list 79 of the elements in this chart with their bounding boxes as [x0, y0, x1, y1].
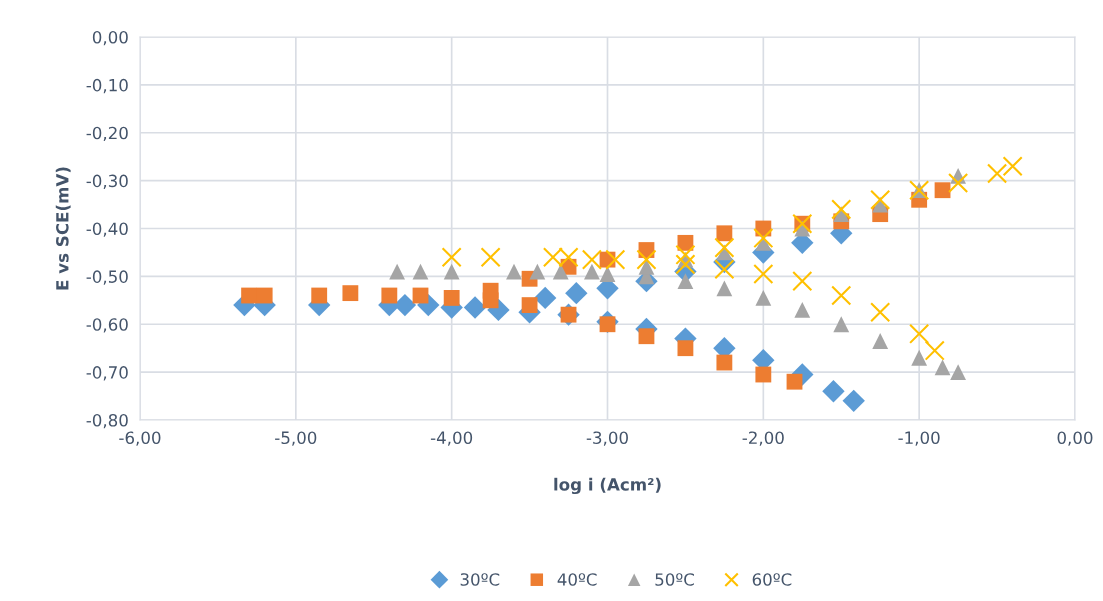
point: [480, 247, 501, 268]
point: [636, 249, 657, 270]
point: [716, 280, 733, 297]
point: [716, 225, 733, 242]
legend-label: 30ºC: [460, 573, 500, 586]
y-tick-label: -0,80: [86, 413, 128, 429]
point: [638, 328, 655, 345]
point: [842, 389, 865, 413]
y-tick-label: -0,20: [86, 126, 128, 142]
point: [948, 172, 969, 194]
point: [822, 380, 845, 403]
point: [755, 290, 772, 306]
point: [412, 287, 429, 304]
point: [833, 316, 850, 333]
point: [1002, 156, 1023, 177]
y-tick-label: 0,00: [92, 30, 128, 46]
point: [599, 266, 616, 282]
y-tick-label: -0,40: [86, 222, 128, 237]
point: [605, 249, 626, 270]
point: [675, 254, 696, 275]
point: [909, 323, 930, 344]
point: [872, 333, 889, 349]
point: [529, 263, 546, 280]
point: [463, 296, 487, 319]
x-tick-label: -5,00: [275, 431, 317, 446]
x-tick-label: -2,00: [742, 431, 784, 446]
point: [533, 286, 557, 310]
point: [241, 287, 257, 304]
point: [934, 182, 951, 199]
point: [870, 302, 891, 323]
point: [831, 199, 852, 220]
point: [342, 285, 359, 302]
point: [581, 249, 603, 270]
point: [924, 340, 945, 361]
point: [381, 287, 398, 304]
point: [716, 354, 733, 371]
point: [311, 287, 328, 304]
point: [506, 263, 522, 280]
point: [986, 163, 1008, 184]
y-tick-label: -0,30: [86, 174, 128, 189]
legend-label: 50ºC: [655, 573, 694, 586]
point: [794, 301, 811, 318]
point: [389, 263, 406, 280]
y-tick-label: -0,70: [86, 366, 128, 381]
point: [412, 263, 429, 280]
point: [714, 259, 735, 280]
point: [831, 285, 852, 306]
point: [934, 359, 951, 376]
point: [441, 247, 462, 268]
x-tick-label: -4,00: [430, 431, 473, 446]
point: [755, 366, 772, 383]
point: [870, 189, 891, 210]
point: [584, 263, 600, 280]
y-tick-label: -0,10: [86, 78, 128, 94]
point: [753, 263, 774, 285]
x-tick-label: -1,00: [898, 431, 940, 446]
point: [753, 227, 774, 249]
point: [714, 237, 735, 258]
y-axis-title: E vs SCE(mV): [55, 167, 71, 290]
point: [443, 290, 460, 306]
point: [482, 282, 499, 299]
point: [521, 297, 538, 314]
y-tick-label: -0,50: [86, 270, 128, 285]
point: [950, 364, 967, 381]
point: [675, 244, 696, 265]
point: [443, 263, 460, 280]
point: [792, 271, 813, 292]
x-axis-title: log i (Acm²): [554, 477, 661, 495]
x-tick-label: -6,00: [119, 431, 161, 446]
point: [677, 273, 694, 290]
point: [677, 340, 694, 357]
legend-label: 60ºC: [752, 573, 792, 586]
x-tick-label: 0,00: [1057, 431, 1093, 446]
point: [256, 287, 273, 304]
point: [565, 281, 588, 305]
legend-label: 40ºC: [557, 573, 597, 586]
point: [911, 349, 928, 366]
x-tick-label: -3,00: [586, 431, 628, 446]
y-tick-label: -0,60: [86, 318, 128, 333]
